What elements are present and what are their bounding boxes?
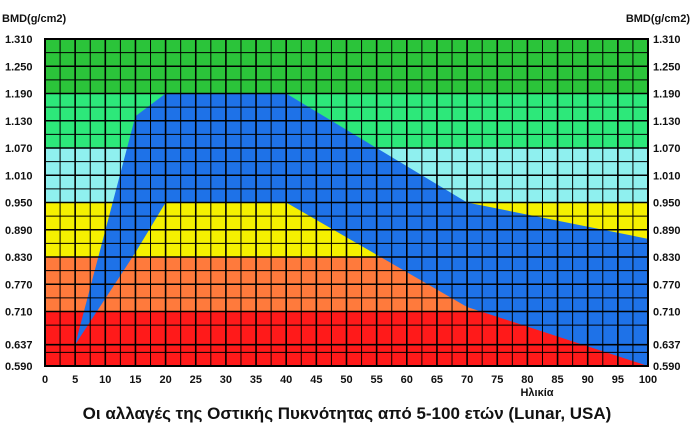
y-tick-label-right: 1.070 [653, 143, 681, 155]
x-tick-label: 85 [551, 374, 563, 386]
x-axis-title: Ηλικία [520, 387, 553, 399]
y-ticks-left: 1.310 1.250 1.190 1.130 1.070 1.010 0.950 0.890… [5, 34, 33, 373]
y-tick-label-left: 0.637 [5, 340, 33, 352]
chart-caption: Οι αλλαγές της Οστικής Πυκνότητας από 5-… [82, 404, 612, 423]
x-tick-label: 90 [582, 374, 594, 386]
y-tick-label-right: 0.890 [653, 225, 681, 237]
x-tick-label: 50 [340, 374, 352, 386]
x-tick-label: 10 [99, 374, 111, 386]
y-tick-label-left: 1.130 [5, 116, 33, 128]
y-tick-label-left: 0.590 [5, 361, 33, 373]
y-tick-label-left: 0.950 [5, 198, 33, 210]
plot-frame [44, 38, 649, 367]
x-tick-label: 95 [612, 374, 624, 386]
y-tick-label-left: 1.010 [5, 170, 33, 182]
x-tick-label: 20 [159, 374, 171, 386]
x-tick-label: 80 [521, 374, 533, 386]
y-tick-label-left: 0.710 [5, 307, 33, 319]
y-tick-label-right: 0.830 [653, 252, 681, 264]
y-tick-label-right: 1.310 [653, 34, 681, 46]
x-tick-label: 40 [280, 374, 292, 386]
y-tick-label-left: 1.250 [5, 61, 33, 73]
y-tick-label-left: 0.770 [5, 279, 33, 291]
y-axis-title-left: BMD(g/cm2) [2, 13, 67, 25]
y-tick-label-left: 1.190 [5, 89, 33, 101]
y-tick-label-left: 0.890 [5, 225, 33, 237]
y-tick-label-right: 0.710 [653, 307, 681, 319]
x-tick-label: 25 [190, 374, 202, 386]
x-tick-label: 70 [461, 374, 473, 386]
y-tick-label-left: 0.830 [5, 252, 33, 264]
y-tick-label-right: 0.770 [653, 279, 681, 291]
y-tick-label-left: 1.070 [5, 143, 33, 155]
y-tick-label-right: 1.010 [653, 170, 681, 182]
grid [44, 38, 649, 367]
x-tick-label: 35 [250, 374, 262, 386]
y-tick-label-right: 0.590 [653, 361, 681, 373]
y-tick-label-right: 1.250 [653, 61, 681, 73]
x-tick-label: 45 [310, 374, 322, 386]
x-tick-label: 65 [431, 374, 443, 386]
y-tick-label-right: 0.637 [653, 340, 681, 352]
x-tick-label: 5 [72, 374, 78, 386]
x-tick-label: 30 [220, 374, 232, 386]
x-tick-label: 0 [42, 374, 48, 386]
x-tick-label: 100 [639, 374, 657, 386]
x-tick-label: 75 [491, 374, 503, 386]
y-tick-label-right: 0.950 [653, 198, 681, 210]
y-tick-label-right: 1.190 [653, 89, 681, 101]
x-tick-label: 55 [371, 374, 383, 386]
x-tick-label: 60 [401, 374, 413, 386]
y-tick-label-right: 1.130 [653, 116, 681, 128]
x-tick-label: 15 [129, 374, 141, 386]
y-axis-title-right: BMD(g/cm2) [626, 13, 691, 25]
y-ticks-right: 1.310 1.250 1.190 1.130 1.070 1.010 0.950 0.890… [653, 34, 681, 373]
y-tick-label-left: 1.310 [5, 34, 33, 46]
x-ticks: 0 5 10 15 20 25 30 35 40 45 50 55 60 65 70 75 80 85 90 95 10… [42, 374, 657, 386]
